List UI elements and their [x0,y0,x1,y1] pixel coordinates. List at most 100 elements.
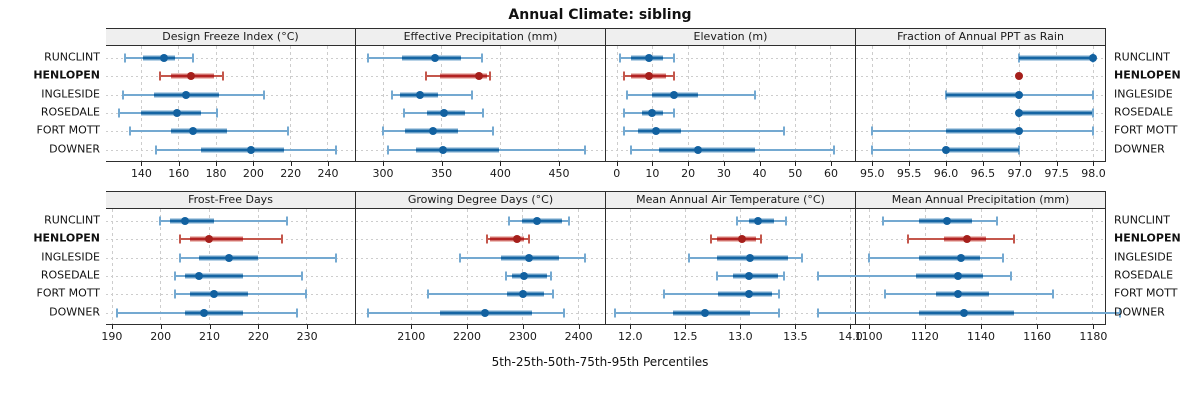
axis-tick [982,162,984,166]
station-label: ROSEDALE [40,105,100,119]
whisker-cap [672,108,675,118]
iqr-core-line [189,237,244,241]
iqr-core-line [733,274,779,278]
axis-tick-label: 350 [431,167,453,180]
gridline-vertical [652,46,654,161]
whisker-cap [485,234,488,244]
panel-body [106,46,355,161]
gridline-vertical [794,209,796,324]
axis-tick-label: 2300 [508,330,537,343]
panel-strip-title: Mean Annual Precipitation (mm) [856,192,1105,209]
median-dot [480,308,489,317]
axis-tick [1056,162,1058,166]
row-gridline [106,58,355,60]
panel-frame: Mean Annual Precipitation (mm) [817,191,1122,325]
gridline-vertical [630,209,632,324]
axis-tick-label: 95.5 [896,167,922,180]
gridline-vertical [982,46,984,161]
panel-1: Effective Precipitation (mm) 300 350 400 450 [356,28,606,186]
whisker-cap [1001,253,1004,263]
median-dot [187,72,196,81]
whisker-cap [1010,271,1013,281]
row-gridline [606,112,855,114]
iqr-core-line [200,148,285,151]
axis-tick [616,162,618,166]
panel-7: Mean Annual Precipitation (mm) 1100 1120 11… [817,191,1122,349]
row-gridline [356,221,605,223]
whisker-cap [178,234,181,244]
whisker-cap [295,308,298,317]
whisker-cap [881,216,884,226]
whisker-cap [287,126,290,136]
axis-tick-label: 2400 [564,330,593,343]
station-label: DOWNER [1114,305,1165,318]
whisker-cap [688,253,691,263]
axis-tick-label: 220 [247,330,269,343]
axis-tick-label: 450 [548,167,570,180]
whisker-cap [663,289,666,299]
median-dot [954,271,963,280]
median-dot [1015,108,1024,117]
iqr-core-line [189,292,248,296]
iqr-core-line [143,56,175,60]
panel-strip-title: Frost-Free Days [106,192,355,209]
whisker-cap [996,216,999,226]
trellis-row: RUNCLINT HENLOPEN INGLESIDE ROSEDALE FORT MO… [0,191,1200,349]
median-dot [438,145,447,154]
median-dot [416,90,425,99]
axis-tick [258,325,260,329]
gridline-vertical [327,46,329,161]
gridline-vertical [141,46,143,161]
gridline-vertical [849,209,851,324]
axis-tick-label: 230 [296,330,318,343]
whisker-cap [867,253,870,263]
median-dot [644,72,653,81]
gridline-vertical [1036,209,1038,324]
whisker-cap [262,90,265,100]
whisker-cap [817,271,820,281]
gridline-vertical [252,46,254,161]
whisker-cap [613,308,616,317]
gridline-vertical [209,209,211,324]
axis-tick-label: 20 [681,167,696,180]
whisker-cap [1119,308,1122,317]
row-gridline [856,112,1105,114]
iqr-core-line [512,274,548,278]
station-label: INGLESIDE [1114,87,1173,101]
axis-tick [559,162,561,166]
median-dot [644,54,653,63]
axis-tick [795,162,797,166]
axis-tick [111,325,113,329]
station-label: FORT MOTT [36,286,100,300]
gridline-vertical [830,46,832,161]
axis-tick-label: 96.0 [933,167,959,180]
whisker-cap [118,108,120,118]
axis-tick-label: 13.0 [728,330,753,343]
iqr-core-line [184,274,244,278]
panel-frame: Design Freeze Index (°C) [106,28,356,162]
median-dot [954,290,963,299]
whisker-cap [782,126,785,136]
median-dot [189,127,198,136]
whisker-cap [402,108,405,118]
axis-tick-label: 180 [205,167,227,180]
median-dot [700,308,709,317]
gridline-vertical [257,209,259,324]
whisker-cap [381,126,384,136]
x-axis: 95.0 95.5 96.0 96.5 97.0 97.5 98.0 [856,162,1106,186]
whisker-cap [174,271,177,281]
whisker-cap [158,71,161,81]
whisker-cap [222,71,225,81]
panel-body [356,46,605,161]
whisker-cap [784,216,787,226]
gridline-vertical [872,46,874,161]
whisker-cap [778,289,781,299]
x-axis: 12.0 12.5 13.0 13.5 14.0 [606,325,863,349]
median-dot [738,235,747,244]
whisker-cap [622,108,625,118]
gridline-vertical [160,209,162,324]
iqr-core-line [945,148,1020,151]
whisker-line [818,274,1012,277]
axis-tick [1019,162,1021,166]
axis-tick [924,325,926,329]
